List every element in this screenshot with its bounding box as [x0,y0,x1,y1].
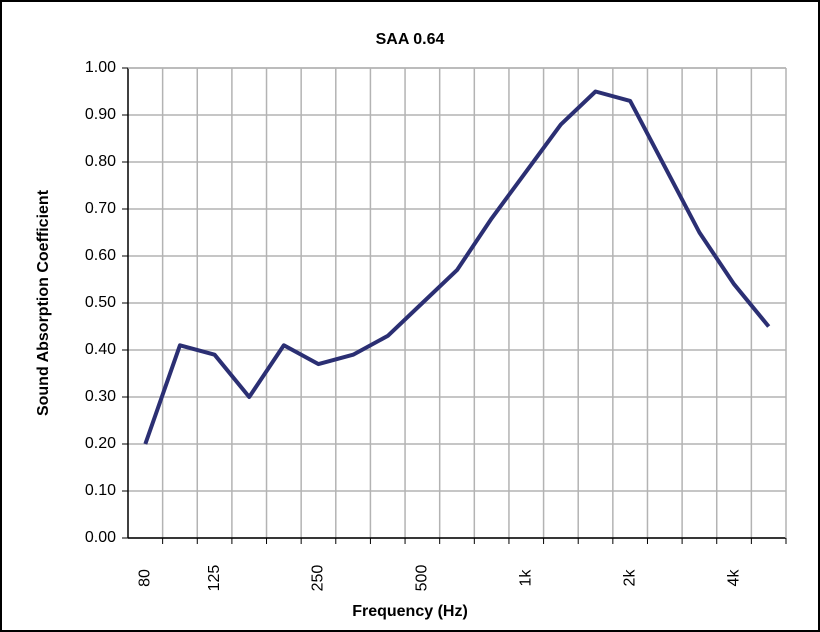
x-tick-label: 80 [137,569,154,587]
x-tick-label: 250 [310,565,327,592]
y-tick-label: 0.30 [85,388,116,405]
y-tick-label: 0.80 [85,153,116,170]
chart-title: SAA 0.64 [376,31,445,48]
y-tick-label: 0.10 [85,482,116,499]
y-tick-label: 0.70 [85,200,116,217]
y-tick-label: 0.20 [85,435,116,452]
x-tick-label: 4k [725,569,742,587]
y-axis-label: Sound Absorption Coefficient [35,189,52,416]
x-tick-label: 125 [206,565,223,592]
y-tick-label: 0.40 [85,341,116,358]
y-tick-label: 0.50 [85,294,116,311]
y-tick-label: 0.90 [85,106,116,123]
x-axis-label: Frequency (Hz) [352,603,468,620]
y-tick-label: 1.00 [85,59,116,76]
x-tick-label: 1k [517,569,534,587]
y-tick-label: 0.00 [85,529,116,546]
data-line [143,89,771,445]
y-tick-label: 0.60 [85,247,116,264]
x-tick-label: 500 [414,565,431,592]
x-tick-label: 2k [621,569,638,587]
